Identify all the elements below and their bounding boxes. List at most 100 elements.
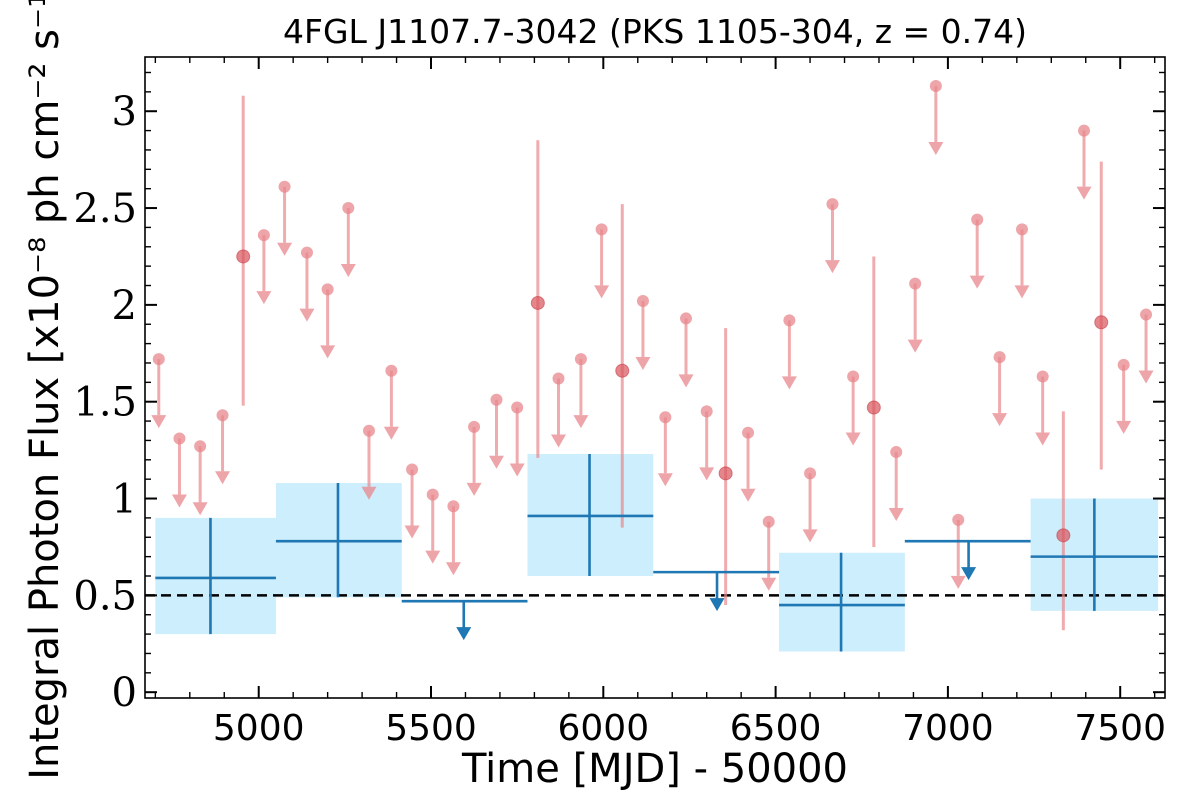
monthly-ul-point bbox=[971, 213, 984, 226]
monthly-ul-point bbox=[847, 370, 860, 383]
x-tick-label: 6500 bbox=[730, 708, 822, 749]
monthly-ul-arrowhead bbox=[740, 488, 756, 502]
y-tick-label: 0 bbox=[112, 670, 137, 716]
monthly-ul-arrowhead bbox=[171, 494, 187, 508]
monthly-ul-point bbox=[278, 180, 291, 193]
y-tick-label: 2 bbox=[112, 283, 137, 329]
monthly-ul-arrowhead bbox=[802, 529, 818, 543]
monthly-ul-point bbox=[890, 446, 903, 459]
monthly-ul-point bbox=[468, 420, 481, 433]
axes-ticks: 5000 5500 6000 6500 7000 7500 0 0.5 1 1.5 2 2.5 3 bbox=[73, 57, 1166, 749]
monthly-ul-arrowhead bbox=[824, 260, 840, 274]
monthly-point bbox=[866, 400, 881, 415]
monthly-ul-arrowhead bbox=[320, 345, 336, 359]
x-axis-label: Time [MJD] - 50000 bbox=[461, 746, 848, 792]
monthly-ul-arrowhead bbox=[888, 508, 904, 522]
monthly-point bbox=[1094, 315, 1109, 330]
monthly-ul-arrowhead bbox=[657, 473, 673, 487]
monthly-ul-point bbox=[194, 440, 207, 453]
monthly-ul-point bbox=[490, 393, 503, 406]
monthly-ul-point bbox=[257, 229, 270, 242]
monthly-ul-point bbox=[1078, 124, 1091, 137]
monthly-ul-arrowhead bbox=[215, 471, 231, 485]
monthly-ul-arrowhead bbox=[256, 291, 272, 305]
monthly-ul-point bbox=[342, 202, 355, 215]
monthly-ul-arrowhead bbox=[425, 550, 441, 564]
monthly-ul-arrowhead bbox=[404, 525, 420, 539]
yearly-ul-arrowhead bbox=[961, 567, 977, 581]
monthly-ul-arrowhead bbox=[1035, 432, 1051, 446]
monthly-ul-point bbox=[700, 405, 713, 418]
y-tick-label: 1.5 bbox=[73, 380, 137, 426]
monthly-ul-arrowhead bbox=[761, 577, 777, 591]
monthly-ul-point bbox=[595, 223, 608, 236]
monthly-ul-arrowhead bbox=[151, 415, 167, 429]
monthly-ul-point bbox=[993, 351, 1006, 364]
y-tick-label: 0.5 bbox=[73, 573, 137, 619]
monthly-point bbox=[718, 466, 733, 481]
monthly-ul-arrowhead bbox=[594, 285, 610, 299]
monthly-ul-arrowhead bbox=[1138, 370, 1154, 384]
monthly-ul-arrowhead bbox=[361, 486, 377, 500]
monthly-ul-point bbox=[574, 353, 587, 366]
monthly-ul-point bbox=[426, 488, 439, 501]
x-tick-label: 5000 bbox=[213, 708, 305, 749]
monthly-ul-arrowhead bbox=[340, 264, 356, 278]
monthly-ul-point bbox=[783, 314, 796, 327]
y-tick-label: 3 bbox=[112, 89, 137, 135]
monthly-ul-point bbox=[362, 424, 375, 437]
monthly-ul-point bbox=[406, 463, 419, 476]
monthly-point bbox=[1056, 528, 1071, 543]
y-tick-label: 1 bbox=[112, 477, 137, 523]
monthly-ul-point bbox=[152, 353, 165, 366]
monthly-ul-arrowhead bbox=[445, 562, 461, 576]
monthly-ul-arrowhead bbox=[466, 482, 482, 496]
monthly-point bbox=[236, 249, 251, 264]
monthly-ul-arrowhead bbox=[551, 434, 567, 448]
monthly-ul-arrowhead bbox=[192, 502, 208, 516]
monthly-point bbox=[615, 363, 630, 378]
monthly-ul-point bbox=[929, 80, 942, 93]
monthly-ul-arrowhead bbox=[950, 575, 966, 589]
monthly-ul-arrowhead bbox=[635, 357, 651, 371]
monthly-ul-point bbox=[1036, 370, 1049, 383]
monthly-ul-point bbox=[909, 277, 922, 290]
monthly-ul-arrowhead bbox=[488, 455, 504, 469]
monthly-ul-arrowhead bbox=[573, 415, 589, 429]
chart-title: 4FGL J1107.7-3042 (PKS 1105-304, z = 0.7… bbox=[283, 12, 1027, 51]
monthly-ul-point bbox=[216, 409, 229, 422]
monthly-ul-arrowhead bbox=[907, 339, 923, 353]
yearly-ul-arrowhead bbox=[456, 627, 472, 641]
monthly-ul-point bbox=[385, 364, 398, 377]
monthly-ul-point bbox=[804, 467, 817, 480]
monthly-ul-arrowhead bbox=[845, 432, 861, 446]
monthly-ul-point bbox=[1015, 223, 1028, 236]
monthly-ul-point bbox=[762, 515, 775, 528]
monthly-ul-point bbox=[659, 411, 672, 424]
monthly-ul-point bbox=[552, 372, 565, 385]
monthly-ul-arrowhead bbox=[509, 463, 525, 477]
monthly-ul-arrowhead bbox=[928, 142, 944, 156]
yearly-band bbox=[155, 517, 276, 635]
x-tick-label: 7500 bbox=[1074, 708, 1166, 749]
x-tick-label: 5500 bbox=[385, 708, 477, 749]
monthly-ul-arrowhead bbox=[299, 308, 315, 322]
monthly-ul-arrowhead bbox=[992, 413, 1008, 427]
x-tick-label: 6000 bbox=[557, 708, 649, 749]
monthly-ul-arrowhead bbox=[781, 376, 797, 390]
yearly-ul-arrowhead bbox=[709, 598, 725, 612]
y-tick-label: 2.5 bbox=[73, 186, 137, 232]
y-axis-label: Integral Photon Flux [x10⁻⁸ ph cm⁻² s⁻¹] bbox=[22, 0, 68, 780]
x-tick-label: 7000 bbox=[902, 708, 994, 749]
monthly-ul-point bbox=[952, 513, 965, 526]
monthly-ul-point bbox=[826, 198, 839, 211]
monthly-ul-arrowhead bbox=[678, 374, 694, 388]
monthly-ul-point bbox=[680, 312, 693, 325]
monthly-point bbox=[530, 295, 545, 310]
monthly-ul-point bbox=[321, 283, 334, 296]
plot-frame bbox=[144, 56, 1166, 699]
monthly-ul-arrowhead bbox=[383, 426, 399, 440]
monthly-ul-point bbox=[300, 246, 313, 259]
plot-area bbox=[145, 80, 1165, 652]
